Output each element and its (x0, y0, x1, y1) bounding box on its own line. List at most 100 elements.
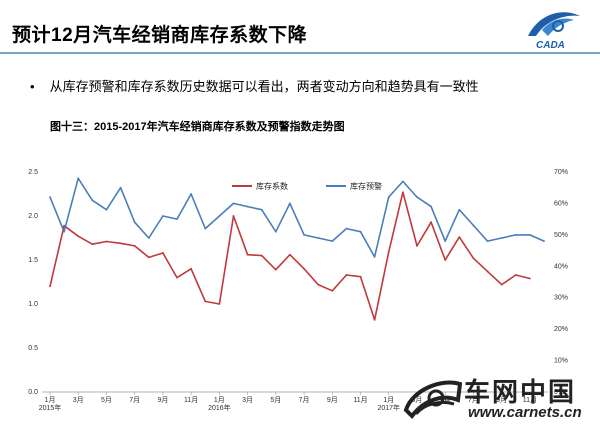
watermark-car-icon (403, 380, 463, 420)
data-point (444, 240, 447, 243)
data-point (133, 221, 136, 224)
data-point (387, 251, 390, 253)
x-tick-label: 7月 (129, 396, 140, 404)
data-point (176, 276, 178, 279)
data-point (105, 208, 108, 211)
x-tick-label: 1月 (45, 396, 56, 404)
data-point (331, 240, 334, 243)
legend-label: 库存系数 (256, 181, 288, 191)
summary-bullet: • 从库存预警和库存系数历史数据可以看出，两者变动方向和趋势具有一致性 (30, 76, 479, 95)
data-point (232, 215, 235, 217)
legend-label: 库存预警 (350, 181, 382, 191)
y-left-tick-label: 2.0 (28, 213, 38, 220)
data-point (218, 303, 221, 305)
data-point (218, 215, 221, 217)
data-point (317, 237, 320, 239)
x-tick-label: 3月 (412, 396, 423, 404)
y-left-tick-label: 1.0 (28, 301, 38, 308)
data-point (359, 230, 362, 233)
data-point (147, 237, 150, 239)
data-point (331, 289, 334, 292)
data-point (119, 186, 122, 189)
data-point (430, 205, 432, 208)
data-point (514, 274, 517, 276)
data-point (528, 277, 531, 280)
y-right-tick-label: 10% (554, 358, 568, 365)
inventory-chart: 0.0 0.5 1.0 1.5 2.0 2.5 0% 10% 20% 30% 40% 50% 60% 70… (28, 169, 568, 412)
x-year-label: 2017年 (377, 403, 400, 412)
data-point (303, 233, 305, 236)
data-point (486, 240, 489, 243)
carnets-watermark: 车网中国 www.carnets.cn (402, 368, 600, 430)
data-point (500, 237, 503, 239)
data-point (77, 177, 80, 180)
summary-text: 从库存预警和库存系数历史数据可以看出，两者变动方向和趋势具有一致性 (49, 79, 479, 94)
data-point (373, 318, 376, 321)
data-point (91, 243, 94, 246)
data-point (162, 215, 164, 217)
y-right-tick-label: 40% (554, 263, 568, 270)
data-point (416, 245, 418, 247)
data-point (500, 283, 503, 286)
data-point (416, 196, 418, 199)
data-point (133, 245, 136, 247)
data-point (204, 300, 207, 303)
data-point (345, 274, 348, 276)
logo-text: CADA (536, 40, 565, 51)
data-point (190, 267, 193, 270)
y-right-tick-label: 60% (554, 200, 568, 207)
y-left-tick-label: 1.5 (28, 257, 38, 264)
x-tick-label: 3月 (73, 396, 84, 404)
data-point (430, 221, 432, 224)
y-right-tick-label: 50% (554, 232, 568, 239)
data-point (514, 233, 517, 236)
x-tick-label: 3月 (242, 396, 253, 404)
y-left-tick-label: 0.0 (28, 389, 38, 396)
x-tick-label: 9月 (327, 396, 338, 404)
data-point (289, 202, 291, 205)
watermark-url: www.carnets.cn (468, 404, 582, 421)
x-tick-label: 9月 (496, 396, 507, 404)
series-line (49, 177, 545, 258)
data-point (401, 180, 404, 183)
data-point (303, 267, 305, 270)
data-point (486, 270, 489, 273)
x-tick-label: 5月 (270, 396, 281, 404)
chart-legend: 库存系数 库存预警 (232, 181, 382, 191)
data-point (63, 224, 66, 227)
data-point (91, 199, 94, 202)
data-point (472, 257, 475, 260)
data-point (260, 254, 263, 257)
data-point (345, 227, 348, 230)
data-point (528, 233, 531, 236)
data-point (204, 227, 207, 230)
data-point (359, 275, 362, 278)
bullet-marker: • (30, 79, 35, 94)
data-point (49, 285, 51, 288)
y-left-tick-label: 0.5 (28, 345, 38, 352)
data-point (458, 208, 461, 211)
x-tick-label: 11月 (523, 396, 537, 404)
data-point (387, 196, 390, 199)
y-right-tick-label: 20% (554, 326, 568, 333)
data-point (147, 256, 150, 259)
y-right-tick-label: 30% (554, 295, 568, 302)
data-point (274, 230, 277, 233)
data-point (105, 240, 108, 243)
x-tick-label: 9月 (157, 396, 168, 404)
data-point (119, 242, 122, 245)
data-point (162, 252, 164, 254)
x-tick-label: 5月 (101, 396, 112, 404)
data-point (260, 208, 263, 211)
x-tick-label: 7月 (299, 396, 310, 404)
x-tick-label: 11月 (353, 396, 367, 404)
data-point (77, 235, 80, 238)
data-point (176, 218, 178, 221)
series-inventory-coefficient (49, 191, 531, 321)
x-year-label: 2016年 (208, 403, 231, 412)
page-title: 预计12月汽车经销商库存系数下降 (12, 25, 308, 46)
data-point (274, 268, 277, 271)
data-point (63, 230, 66, 233)
data-point (317, 283, 320, 286)
data-point (246, 253, 249, 256)
